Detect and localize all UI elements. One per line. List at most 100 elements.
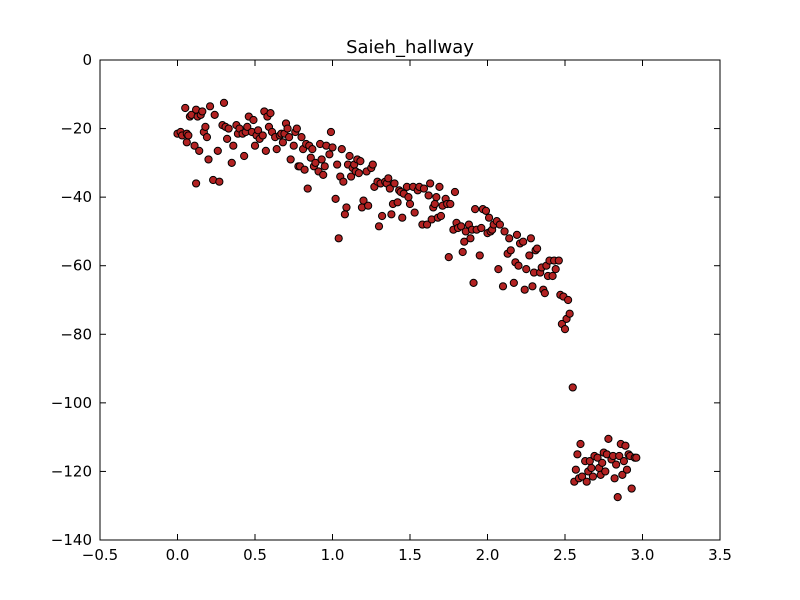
data-point (184, 131, 193, 140)
x-tick-label: −0.5 (82, 546, 118, 564)
data-point (469, 278, 478, 287)
data-point (311, 158, 320, 167)
data-point (615, 451, 624, 461)
data-point (632, 453, 641, 462)
data-point (190, 141, 199, 150)
data-point (182, 138, 191, 147)
data-point (484, 213, 494, 222)
data-point (319, 170, 328, 179)
data-point (576, 439, 585, 449)
data-point (573, 450, 582, 459)
data-point (526, 234, 536, 243)
data-point (272, 145, 281, 154)
data-point (610, 474, 619, 483)
data-point (450, 187, 460, 197)
data-point (565, 309, 574, 318)
data-point (254, 126, 263, 135)
data-point (325, 150, 334, 159)
data-point (398, 213, 407, 222)
data-point (354, 169, 363, 178)
data-point (613, 493, 622, 502)
x-tick-label: 3.0 (631, 546, 655, 564)
data-point (568, 383, 577, 392)
data-point (612, 460, 621, 469)
data-point (306, 153, 315, 162)
data-point (285, 133, 294, 142)
data-point (227, 158, 236, 167)
data-point (601, 467, 610, 476)
data-point (374, 222, 384, 231)
data-point (495, 220, 504, 229)
data-point (582, 477, 591, 486)
y-tick-label: 0 (82, 51, 92, 69)
x-tick-label: 0.0 (166, 546, 190, 564)
data-point (333, 160, 342, 169)
data-point (347, 172, 356, 181)
data-point (201, 122, 210, 131)
data-point (340, 210, 349, 219)
data-point (390, 179, 399, 188)
data-point (303, 184, 312, 193)
data-point (213, 146, 222, 155)
data-point (564, 295, 573, 305)
data-point (202, 133, 212, 142)
data-point (345, 151, 354, 161)
data-point (436, 211, 446, 221)
y-tick-label: −100 (51, 394, 92, 412)
x-axis: −0.5 0.0 0.5 1.0 1.5 2.0 2.5 3.0 3.5 (82, 60, 732, 564)
data-point (551, 265, 560, 274)
data-point (560, 325, 570, 334)
data-point (378, 211, 387, 221)
data-point (410, 208, 419, 217)
x-tick-label: 2.0 (476, 546, 500, 564)
data-point (419, 184, 429, 193)
data-point (368, 160, 377, 169)
data-point (621, 441, 630, 450)
data-point (300, 165, 309, 174)
data-point (619, 457, 629, 466)
data-point (506, 246, 515, 255)
data-point (289, 141, 298, 150)
data-point (422, 220, 432, 229)
data-point (261, 146, 270, 155)
data-point (424, 191, 433, 200)
data-point (604, 434, 613, 443)
data-point (577, 472, 587, 481)
data-point (505, 234, 514, 243)
data-point (471, 205, 480, 214)
data-point (240, 151, 249, 161)
data-point (364, 201, 373, 210)
data-point (308, 145, 317, 154)
data-point (258, 131, 267, 140)
data-point (598, 458, 607, 467)
data-point (250, 141, 260, 150)
data-point (215, 177, 224, 186)
data-point (554, 256, 563, 265)
data-point (328, 143, 337, 152)
data-point (243, 122, 252, 131)
data-point (405, 199, 415, 209)
y-tick-label: −140 (51, 531, 92, 549)
x-tick-label: 1.0 (321, 546, 345, 564)
data-point (520, 285, 529, 294)
x-tick-label: 0.5 (243, 546, 267, 564)
data-point (326, 127, 336, 137)
data-point (210, 110, 219, 119)
data-point (205, 102, 215, 111)
data-point (384, 174, 393, 183)
data-point (339, 177, 348, 186)
data-point (223, 134, 232, 143)
data-point (286, 155, 295, 164)
data-point (466, 234, 475, 243)
data-point (435, 182, 444, 191)
data-point (593, 453, 602, 462)
data-point (622, 465, 632, 474)
data-point (430, 199, 439, 209)
data-point (337, 145, 346, 154)
data-point (385, 184, 394, 193)
data-point (229, 141, 238, 150)
data-point (204, 155, 213, 164)
data-point (198, 107, 207, 116)
data-point (571, 465, 580, 474)
